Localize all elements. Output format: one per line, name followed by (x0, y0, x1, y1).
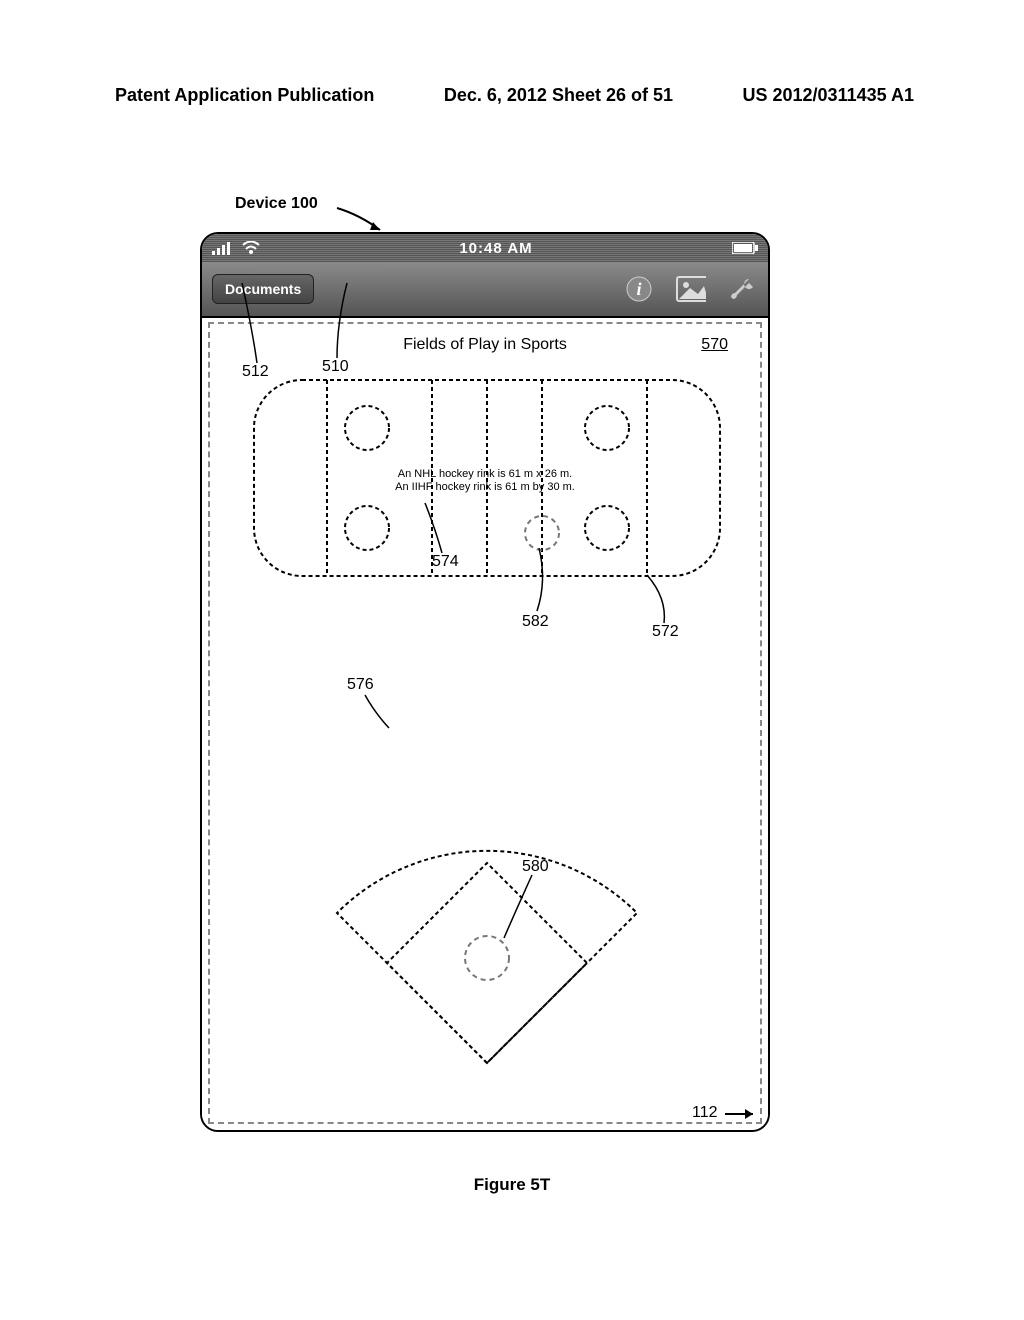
page-header: Patent Application Publication Dec. 6, 2… (0, 85, 1024, 106)
header-left: Patent Application Publication (115, 85, 374, 106)
content-area: Fields of Play in Sports 570 512 510 (202, 318, 768, 1130)
toolbar-right: i (624, 274, 758, 304)
baseball-field (322, 698, 652, 1068)
signal-icon (212, 241, 234, 255)
figure-caption: Figure 5T (0, 1175, 1024, 1195)
rink-text-2: An IIHF hockey rink is 61 m by 30 m. (202, 481, 768, 494)
ref-570: 570 (701, 336, 728, 354)
info-icon[interactable]: i (624, 274, 654, 304)
ref-576: 576 (347, 676, 374, 694)
device-label: Device 100 (235, 195, 318, 213)
leader-574 (420, 498, 450, 558)
status-time: 10:48 AM (459, 240, 532, 257)
device-frame: 10:48 AM Documents i Fields of Play in S… (200, 232, 770, 1132)
status-bar-left (212, 241, 260, 255)
leader-582 (527, 546, 567, 616)
status-bar: 10:48 AM (202, 234, 768, 262)
leader-112 (725, 1106, 765, 1124)
rink-text-1: An NHL hockey rink is 61 m x 26 m. (202, 468, 768, 481)
ref-112: 112 (692, 1104, 718, 1122)
leader-576 (357, 693, 397, 733)
header-center: Dec. 6, 2012 Sheet 26 of 51 (444, 85, 673, 106)
svg-text:i: i (636, 279, 641, 299)
leader-510 (312, 278, 362, 363)
leader-512 (232, 278, 282, 368)
toolbar: Documents i (202, 262, 768, 318)
content-title: Fields of Play in Sports (202, 336, 768, 354)
leader-572 (642, 573, 682, 628)
wifi-icon (242, 241, 260, 255)
leader-580 (502, 873, 542, 943)
header-right: US 2012/0311435 A1 (743, 85, 914, 106)
wrench-icon[interactable] (728, 274, 758, 304)
image-icon[interactable] (676, 274, 706, 304)
rink-text: An NHL hockey rink is 61 m x 26 m. An II… (202, 468, 768, 494)
battery-icon (732, 242, 758, 254)
